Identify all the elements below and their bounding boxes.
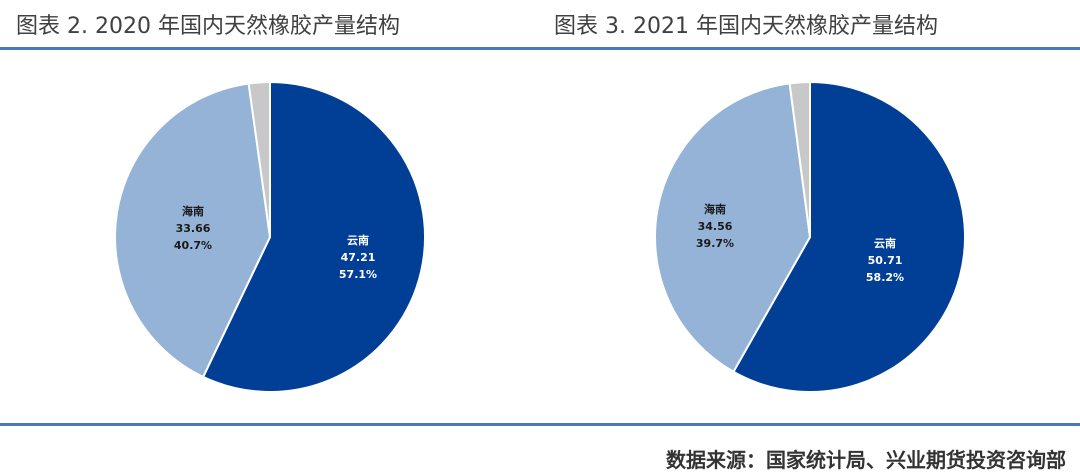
data-label-yunnan-name: 云南 bbox=[874, 236, 896, 250]
data-label-hainan-percent: 40.7% bbox=[174, 239, 212, 252]
data-label-hainan-value: 33.66 bbox=[176, 222, 211, 235]
top-divider bbox=[0, 47, 1080, 50]
data-label-hainan-name: 海南 bbox=[182, 204, 204, 218]
pie-slice-yunnan bbox=[201, 80, 426, 393]
data-label-hainan-name: 海南 bbox=[704, 202, 726, 216]
pie-slice-hainan bbox=[114, 82, 272, 379]
data-label-hainan-value: 34.56 bbox=[698, 220, 733, 233]
pie-slice-hainan bbox=[654, 82, 812, 374]
data-label-yunnan-percent: 57.1% bbox=[339, 268, 377, 281]
pie-slice-other bbox=[247, 80, 271, 238]
data-label-yunnan-value: 47.21 bbox=[341, 251, 376, 264]
pie-slice-yunnan bbox=[732, 80, 966, 393]
bottom-divider bbox=[0, 423, 1080, 426]
data-source-note: 数据来源：国家统计局、兴业期货投资咨询部 bbox=[666, 448, 1066, 472]
data-label-hainan-percent: 39.7% bbox=[696, 237, 734, 250]
chart-title-2021: 图表 3. 2021 年国内天然橡胶产量结构 bbox=[554, 14, 938, 39]
chart-title-2020: 图表 2. 2020 年国内天然橡胶产量结构 bbox=[16, 14, 400, 39]
pie-chart-2021: 云南 50.71 58.2% 海南 34.56 39.7% bbox=[654, 80, 966, 393]
data-label-yunnan-name: 云南 bbox=[347, 233, 369, 247]
data-label-yunnan-value: 50.71 bbox=[868, 254, 903, 267]
data-label-yunnan-percent: 58.2% bbox=[866, 271, 904, 284]
pie-slice-other bbox=[788, 80, 811, 238]
pie-chart-2020: 云南 47.21 57.1% 海南 33.66 40.7% bbox=[114, 80, 426, 393]
